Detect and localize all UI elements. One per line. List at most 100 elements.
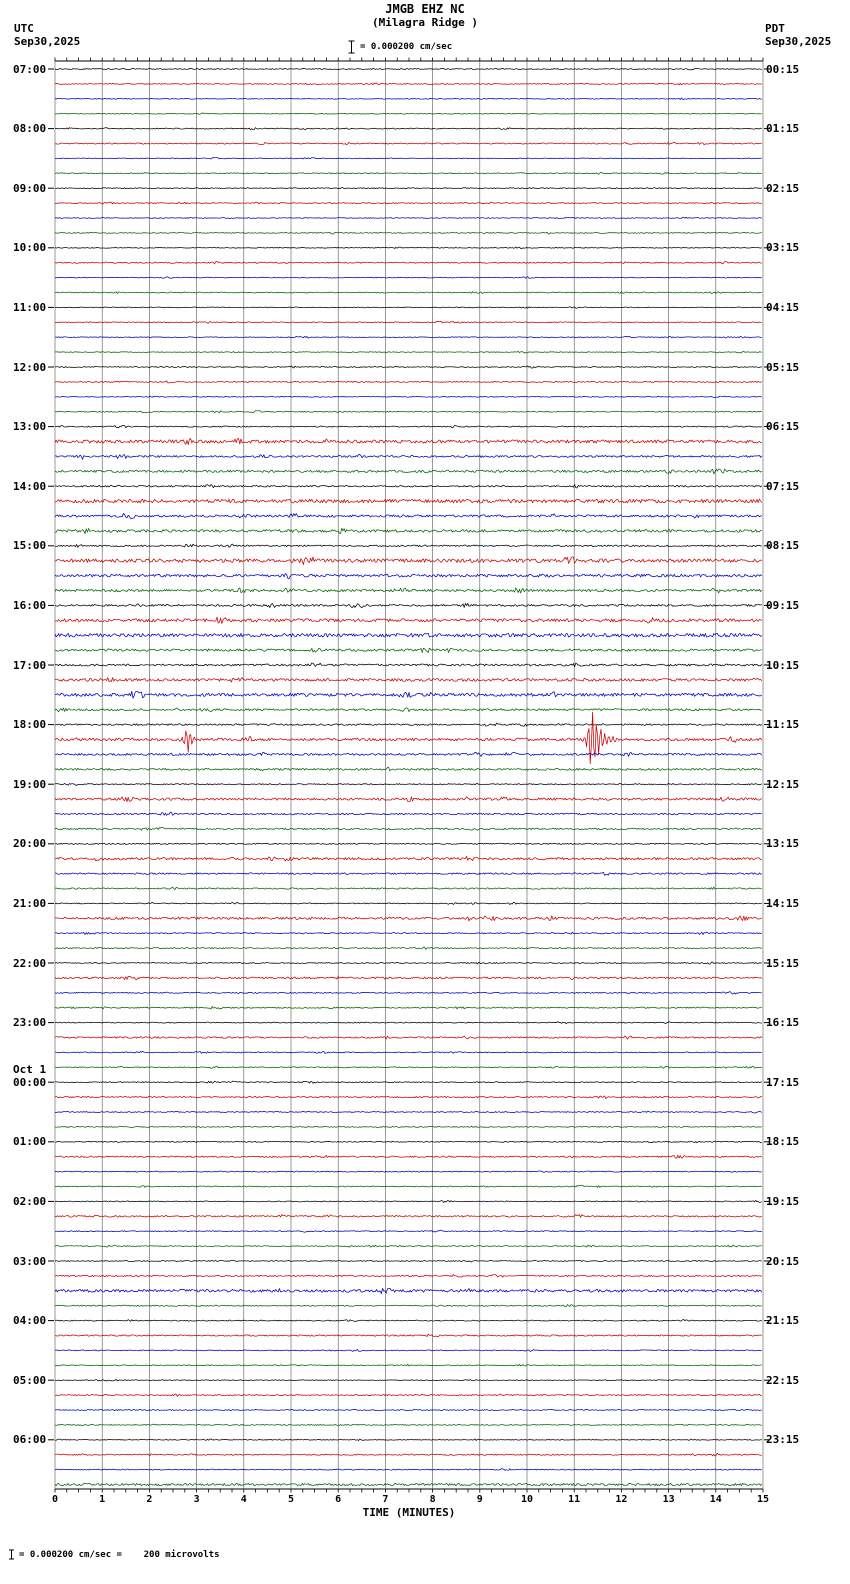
pdt-hour-label: 04:15 [766, 300, 800, 314]
seismogram-trace-row-40 [54, 662, 763, 668]
seismogram-trace-row-71 [54, 1125, 762, 1129]
seismogram-trace-row-37 [54, 616, 763, 624]
x-tick-label: 4 [240, 1494, 247, 1505]
seismogram-trace-row-16 [54, 306, 762, 309]
utc-hour-label: 06:00 [13, 1433, 47, 1447]
seismogram-trace-row-1 [54, 82, 762, 86]
seismogram-trace-row-45 [54, 711, 763, 764]
seismogram-trace-row-56 [54, 901, 762, 905]
pdt-hour-label: 07:15 [766, 479, 800, 493]
seismogram-trace-row-65 [54, 1035, 763, 1040]
utc-date-prefix-label: Oct 1 [13, 1062, 47, 1076]
seismogram-trace-row-53 [54, 855, 762, 862]
utc-hour-label: 22:00 [13, 956, 47, 970]
seismogram-trace-row-83 [54, 1304, 762, 1308]
pdt-hour-label: 06:15 [766, 420, 800, 434]
seismogram-trace-row-46 [54, 751, 763, 757]
pdt-hour-label: 11:15 [766, 718, 800, 732]
pdt-hour-label: 01:15 [766, 122, 800, 136]
seismogram-trace-row-50 [54, 811, 762, 816]
seismogram-trace-row-67 [54, 1065, 762, 1069]
pdt-hour-label: 22:15 [766, 1373, 800, 1387]
seismogram-trace-row-36 [54, 602, 762, 608]
seismogram-trace-row-10 [54, 216, 762, 219]
seismogram-trace-row-92 [54, 1438, 762, 1441]
seismogram-trace-row-74 [54, 1170, 762, 1173]
seismogram-trace-row-4 [54, 127, 762, 131]
pdt-hour-label: 20:15 [766, 1254, 800, 1268]
utc-hour-label: 12:00 [13, 360, 47, 374]
seismogram-trace-row-22 [54, 395, 762, 399]
seismogram-trace-row-51 [54, 826, 762, 831]
x-tick-label: 7 [382, 1494, 389, 1505]
seismogram-trace-row-11 [54, 231, 762, 235]
seismogram-trace-row-54 [54, 871, 762, 876]
seismogram-trace-row-76 [54, 1200, 762, 1203]
seismogram-trace-row-61 [54, 975, 763, 981]
seismogram-trace-row-35 [54, 587, 763, 594]
pdt-hour-label: 05:15 [766, 360, 800, 374]
pdt-hour-label: 23:15 [766, 1433, 800, 1447]
utc-hour-label: 17:00 [13, 658, 47, 672]
seismogram-trace-row-24 [54, 424, 762, 429]
seismogram-trace-row-58 [54, 931, 763, 935]
pdt-hour-label: 00:15 [766, 62, 800, 76]
utc-hour-label: 02:00 [13, 1194, 47, 1208]
seismogram-trace-row-95 [54, 1482, 763, 1487]
seismogram-trace-row-69 [54, 1095, 762, 1099]
x-tick-label: 2 [146, 1494, 153, 1505]
seismogram-trace-row-2 [54, 97, 762, 101]
scale-note-text: = 0.000200 cm/sec [360, 42, 453, 52]
pdt-hour-label: 12:15 [766, 777, 800, 791]
seismogram-trace-row-87 [54, 1363, 762, 1367]
seismogram-trace-row-94 [54, 1468, 762, 1471]
seismogram-trace-row-90 [54, 1409, 762, 1412]
right-timezone-label: PDT [765, 22, 785, 35]
seismogram-trace-row-93 [54, 1453, 762, 1457]
seismogram-trace-row-78 [54, 1229, 762, 1233]
seismogram-trace-row-41 [54, 677, 763, 683]
seismogram-trace-row-68 [54, 1080, 762, 1084]
utc-hour-label: 19:00 [13, 777, 47, 791]
utc-hour-label: 15:00 [13, 539, 47, 553]
seismogram-trace-row-82 [54, 1287, 763, 1295]
pdt-hour-label: 16:15 [766, 1016, 800, 1030]
x-tick-label: 1 [99, 1494, 106, 1505]
utc-hour-label: 08:00 [13, 122, 47, 136]
x-tick-label: 12 [615, 1494, 628, 1505]
x-tick-label: 11 [568, 1494, 581, 1505]
station-title: JMGB EHZ NC [385, 2, 465, 16]
seismogram-trace-row-3 [54, 112, 762, 115]
x-tick-label: 13 [662, 1494, 675, 1505]
seismogram-trace-row-75 [54, 1185, 763, 1188]
seismogram-trace-row-19 [54, 350, 762, 354]
seismogram-trace-row-52 [54, 842, 762, 845]
seismogram-trace-row-85 [54, 1333, 762, 1338]
utc-hour-label: 20:00 [13, 837, 47, 851]
x-tick-label: 9 [476, 1494, 483, 1505]
seismogram-trace-row-80 [54, 1260, 762, 1263]
x-tick-label: 14 [709, 1494, 722, 1505]
seismogram-trace-row-15 [54, 291, 762, 294]
seismogram-trace-row-77 [54, 1214, 763, 1218]
x-tick-label: 8 [429, 1494, 436, 1505]
pdt-hour-label: 18:15 [766, 1135, 800, 1149]
seismogram-trace-row-12 [54, 246, 762, 250]
pdt-hour-label: 17:15 [766, 1075, 800, 1089]
seismogram-trace-row-39 [54, 647, 762, 653]
seismogram-trace-row-60 [54, 961, 762, 965]
seismogram-trace-row-29 [54, 498, 763, 504]
utc-hour-label: 23:00 [13, 1016, 47, 1030]
seismogram-trace-row-43 [54, 707, 762, 713]
utc-hour-label: 10:00 [13, 241, 47, 255]
utc-hour-label: 00:00 [13, 1075, 47, 1089]
pdt-hour-label: 03:15 [766, 241, 800, 255]
seismogram-trace-row-21 [54, 380, 763, 384]
x-tick-label: 6 [335, 1494, 342, 1505]
x-tick-label: 10 [520, 1494, 534, 1505]
utc-hour-label: 09:00 [13, 181, 47, 195]
x-tick-label: 0 [51, 1494, 59, 1505]
seismogram-trace-row-18 [54, 335, 762, 339]
